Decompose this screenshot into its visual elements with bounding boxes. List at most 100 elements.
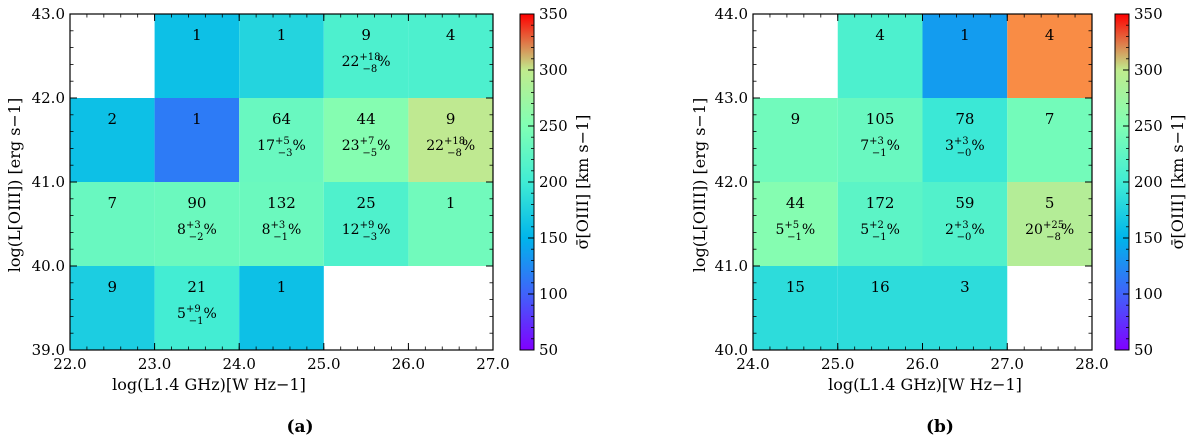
pct-upper-error: +9 (186, 304, 201, 315)
x-tick-label: 26.0 (392, 355, 425, 373)
heatmap-cell (408, 98, 493, 182)
heatmap-cell (837, 182, 923, 266)
cell-percentage-label: 7+3 −1% (860, 136, 900, 159)
panel-b-xlabel: log(L1.4 GHz)[W Hz−1] (828, 375, 1022, 394)
cell-count-label: 1 (192, 26, 202, 44)
y-tick-label: 44.0 (715, 5, 748, 23)
panel-b-cells (753, 14, 1092, 350)
y-tick-label: 41.0 (715, 257, 748, 275)
pct-sign: % (802, 222, 815, 238)
pct-lower-error: −0 (957, 232, 972, 243)
heatmap-cell (753, 98, 838, 182)
colorbar-tick-label: 150 (539, 229, 568, 247)
y-tick-label: 40.0 (715, 341, 748, 359)
pct-upper-error: +3 (954, 220, 969, 231)
cell-percentage-label: 8+3 −1% (262, 220, 302, 243)
pct-sign: % (1061, 222, 1074, 238)
pct-sign: % (293, 138, 306, 154)
pct-value: 22 (426, 138, 444, 154)
heatmap-cell (753, 266, 838, 350)
pct-lower-error: −2 (189, 232, 204, 243)
pct-sign: % (203, 306, 216, 322)
panel-a-xlabel: log(L1.4 GHz)[W Hz−1] (112, 375, 306, 394)
pct-lower-error: −1 (189, 316, 204, 327)
pct-sign: % (377, 138, 390, 154)
panel-b-ylabel: log(L[OIII]) [erg s−1] (690, 98, 709, 272)
cell-count-label: 16 (871, 278, 890, 296)
colorbar-tick-label: 350 (539, 5, 568, 23)
pct-value: 8 (262, 222, 271, 238)
panel-a-colorbar-label: σ̄[OIII] [km s−1] (573, 115, 592, 250)
cell-count-label: 1 (192, 110, 202, 128)
cell-count-label: 44 (357, 110, 376, 128)
heatmap-cell (753, 182, 838, 266)
heatmap-cell (408, 182, 493, 266)
pct-lower-error: −1 (872, 148, 887, 159)
cell-count-label: 2 (108, 110, 118, 128)
cell-percentage-label: 17+5 −3% (257, 136, 306, 159)
pct-value: 7 (860, 138, 869, 154)
heatmap-cell (922, 14, 1008, 98)
pct-upper-error: +5 (784, 220, 799, 231)
heatmap-cell (323, 182, 409, 266)
pct-sign: % (887, 222, 900, 238)
heatmap-cell (70, 266, 155, 350)
pct-value: 17 (257, 138, 275, 154)
pct-upper-error: +2 (869, 220, 884, 231)
colorbar-tick-label: 100 (539, 285, 568, 303)
colorbar-tick-label: 150 (1134, 229, 1163, 247)
pct-sign: % (377, 222, 390, 238)
x-tick-label: 27.0 (991, 355, 1024, 373)
cell-count-label: 7 (1045, 110, 1055, 128)
heatmap-cell (323, 98, 409, 182)
y-tick-label: 41.0 (32, 173, 65, 191)
pct-sign: % (462, 138, 475, 154)
heatmap-cell (408, 14, 493, 98)
x-tick-label: 24.0 (222, 355, 255, 373)
cell-percentage-label: 20+25 −8% (1025, 220, 1074, 243)
panel-b-colorbar: 50 100 150 200 250 300 350 σ̄[OIII] [km s−1] (1114, 5, 1187, 359)
pct-upper-error: +18 (359, 52, 380, 63)
cell-count-label: 21 (187, 278, 206, 296)
heatmap-cell (239, 14, 324, 98)
heatmap-cell (837, 14, 923, 98)
y-tick-label: 42.0 (32, 89, 65, 107)
cell-count-label: 5 (1045, 194, 1055, 212)
cell-count-label: 1 (960, 26, 970, 44)
heatmap-cell (239, 182, 324, 266)
y-tick-label: 43.0 (715, 89, 748, 107)
panel-a-colorbar: 50 100 150 200 250 300 350 σ̄[OIII] [km s−1] (519, 5, 592, 359)
heatmap-cell (154, 98, 240, 182)
panel-b-colorbar-ticks: 50 100 150 200 250 300 350 (1123, 5, 1163, 359)
y-tick-label: 40.0 (32, 257, 65, 275)
panel-b-label: (b) (926, 417, 954, 437)
heatmap-cell (922, 266, 1008, 350)
pct-upper-error: +3 (954, 136, 969, 147)
pct-sign: % (203, 222, 216, 238)
heatmap-cell (70, 98, 155, 182)
colorbar-tick-label: 250 (539, 117, 568, 135)
pct-value: 5 (776, 222, 785, 238)
pct-value: 20 (1025, 222, 1043, 238)
cell-count-label: 1 (277, 26, 287, 44)
colorbar-tick-label: 50 (539, 341, 558, 359)
cell-count-label: 59 (955, 194, 974, 212)
pct-upper-error: +5 (275, 136, 290, 147)
cell-percentage-label: 5+2 −1% (860, 220, 900, 243)
pct-lower-error: −5 (362, 148, 377, 159)
panel-a-colorbar-ticks: 50 100 150 200 250 300 350 (528, 5, 568, 359)
cell-percentage-label: 8+3 −2% (177, 220, 217, 243)
pct-upper-error: +25 (1043, 220, 1064, 231)
pct-upper-error: +9 (360, 220, 375, 231)
pct-lower-error: −8 (363, 64, 378, 75)
heatmap-cell (70, 182, 155, 266)
cell-count-label: 4 (875, 26, 885, 44)
pct-lower-error: −8 (447, 148, 462, 159)
cell-count-label: 9 (108, 278, 118, 296)
pct-value: 12 (342, 222, 360, 238)
cell-count-label: 3 (960, 278, 970, 296)
pct-upper-error: +18 (444, 136, 465, 147)
cell-count-label: 9 (446, 110, 456, 128)
heatmap-cell (239, 98, 324, 182)
